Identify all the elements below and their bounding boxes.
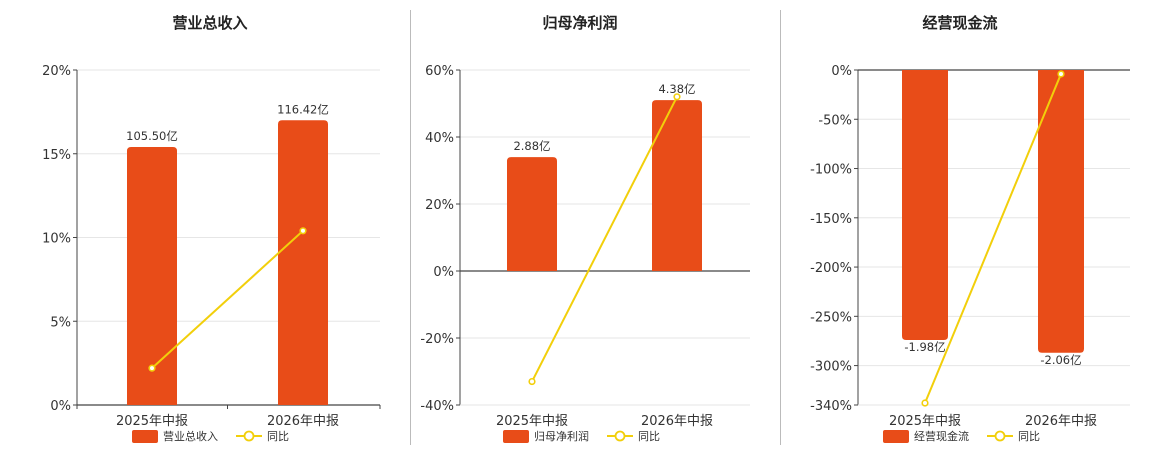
- chart-title: 营业总收入: [172, 14, 247, 32]
- chart-panel-revenue: 营业总收入 0% 5% 10% 15% 20% 105.50亿 116.42亿 2025年中报 2…: [42, 14, 381, 443]
- yoy-point: [148, 364, 156, 372]
- yoy-line: [531, 96, 678, 383]
- y-tick-label: 0%: [831, 64, 852, 79]
- y-tick-label: 40%: [425, 131, 454, 146]
- x-category-label: 2025年中报: [889, 414, 961, 429]
- legend-line-marker: [243, 430, 255, 442]
- bar-value-label: 4.38亿: [658, 82, 695, 96]
- legend-bar-swatch: [883, 430, 909, 443]
- legend-bar-label: 营业总收入: [163, 429, 218, 443]
- yoy-point: [528, 377, 536, 386]
- bar: [1038, 70, 1084, 353]
- yoy-point: [673, 93, 681, 101]
- y-tick-label: 20%: [42, 64, 71, 79]
- y-tick-label: -300%: [810, 360, 852, 375]
- y-tick-label: 5%: [50, 315, 71, 330]
- legend-line-label: 同比: [1018, 430, 1040, 443]
- bar: [507, 157, 557, 271]
- y-tick-label: -50%: [818, 113, 852, 128]
- y-tick-label: 15%: [42, 148, 71, 163]
- yoy-point: [299, 227, 307, 235]
- y-tick-label: -250%: [810, 310, 852, 325]
- yoy-point: [921, 399, 929, 407]
- legend-bar-swatch: [503, 430, 529, 443]
- y-tick-label: 20%: [425, 198, 454, 213]
- bar: [127, 147, 177, 406]
- chart-panel-net-profit: 归母净利润 -40% -20% 0% 20% 40% 60% 2.88亿 4.38亿 2025年中…: [420, 14, 750, 443]
- y-tick-label: 0%: [433, 265, 454, 280]
- bar: [902, 70, 948, 340]
- y-tick-label: 0%: [50, 399, 71, 414]
- legend-bar-label: 经营现金流: [914, 429, 969, 443]
- bar: [652, 100, 702, 272]
- yoy-point: [1057, 70, 1065, 78]
- bar-value-label: 105.50亿: [126, 129, 178, 143]
- x-category-label: 2025年中报: [116, 414, 188, 429]
- legend-line-marker: [614, 430, 626, 442]
- yoy-line: [151, 230, 304, 369]
- y-tick-label: 60%: [425, 64, 454, 79]
- y-tick-label: -40%: [420, 399, 454, 414]
- bar-value-label: 116.42亿: [277, 102, 329, 116]
- chart-title: 经营现金流: [922, 14, 997, 32]
- y-tick-label: -340%: [810, 399, 852, 414]
- x-category-label: 2026年中报: [267, 414, 339, 429]
- y-tick-label: 10%: [42, 232, 71, 247]
- y-tick-label: -200%: [810, 261, 852, 276]
- y-tick-label: -100%: [810, 163, 852, 178]
- x-category-label: 2025年中报: [496, 414, 568, 429]
- bar-value-label: 2.88亿: [513, 139, 550, 153]
- legend-line-marker: [994, 430, 1006, 442]
- legend-bar-label: 归母净利润: [534, 429, 589, 443]
- legend-line-label: 同比: [638, 430, 660, 443]
- yoy-line: [924, 73, 1062, 404]
- legend-bar-swatch: [132, 430, 158, 443]
- chart-title: 归母净利润: [542, 14, 617, 32]
- bar-value-label: -1.98亿: [904, 340, 945, 354]
- bar: [278, 120, 328, 405]
- x-category-label: 2026年中报: [1025, 414, 1097, 429]
- y-tick-label: -20%: [420, 332, 454, 347]
- x-category-label: 2026年中报: [641, 414, 713, 429]
- bar-value-label: -2.06亿: [1040, 353, 1081, 367]
- chart-panel-operating-cash-flow: 经营现金流 -340% -300% -250% -200% -150% -100% -50% 0…: [810, 14, 1130, 443]
- legend-line-label: 同比: [267, 430, 289, 443]
- y-tick-label: -150%: [810, 212, 852, 227]
